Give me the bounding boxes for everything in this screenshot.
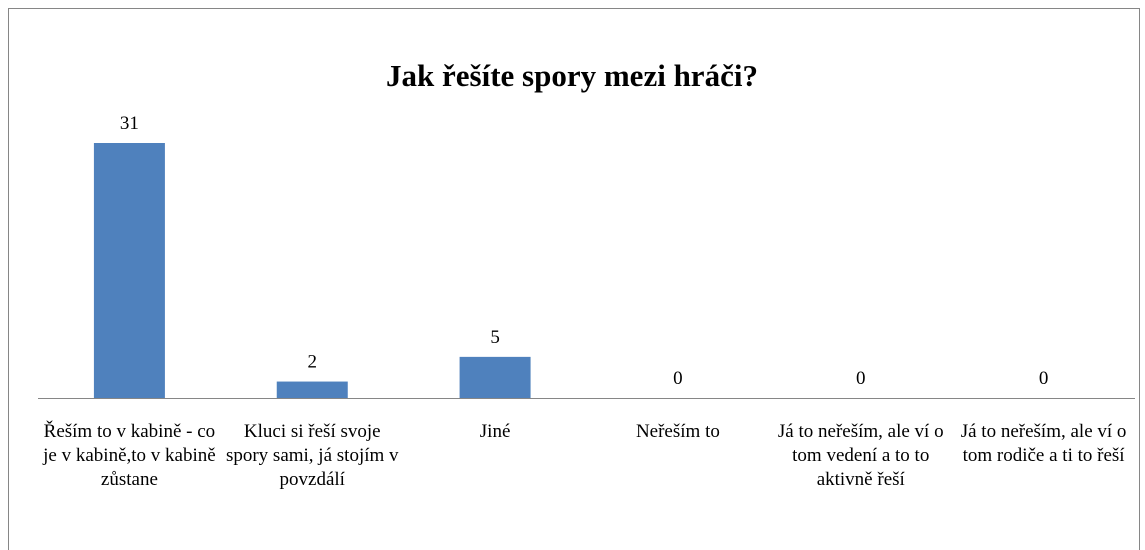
chart-frame: [8, 8, 1140, 550]
bar: [93, 143, 165, 398]
bar: [276, 381, 348, 398]
x-tick-label: Kluci si řeší svoje spory sami, já stojí…: [225, 421, 399, 490]
data-label: 0: [1039, 368, 1049, 389]
data-label: 0: [856, 368, 866, 389]
x-tick-label: Řeším to v kabině - co je v kabině,to v …: [43, 421, 216, 490]
data-label: 31: [120, 113, 139, 134]
chart-title: Jak řešíte spory mezi hráči?: [386, 58, 758, 93]
bar: [459, 356, 531, 398]
x-tick-label: Já to neřeším, ale ví o tom vedení a to …: [777, 421, 944, 490]
x-tick-label: Já to neřeším, ale ví o tom rodiče a ti …: [960, 421, 1127, 466]
x-tick-label: Neřeším to: [635, 421, 720, 442]
x-tick-label: Jiné: [479, 421, 511, 442]
data-label: 5: [490, 327, 500, 348]
data-label: 0: [673, 368, 683, 389]
data-label: 2: [308, 352, 318, 373]
